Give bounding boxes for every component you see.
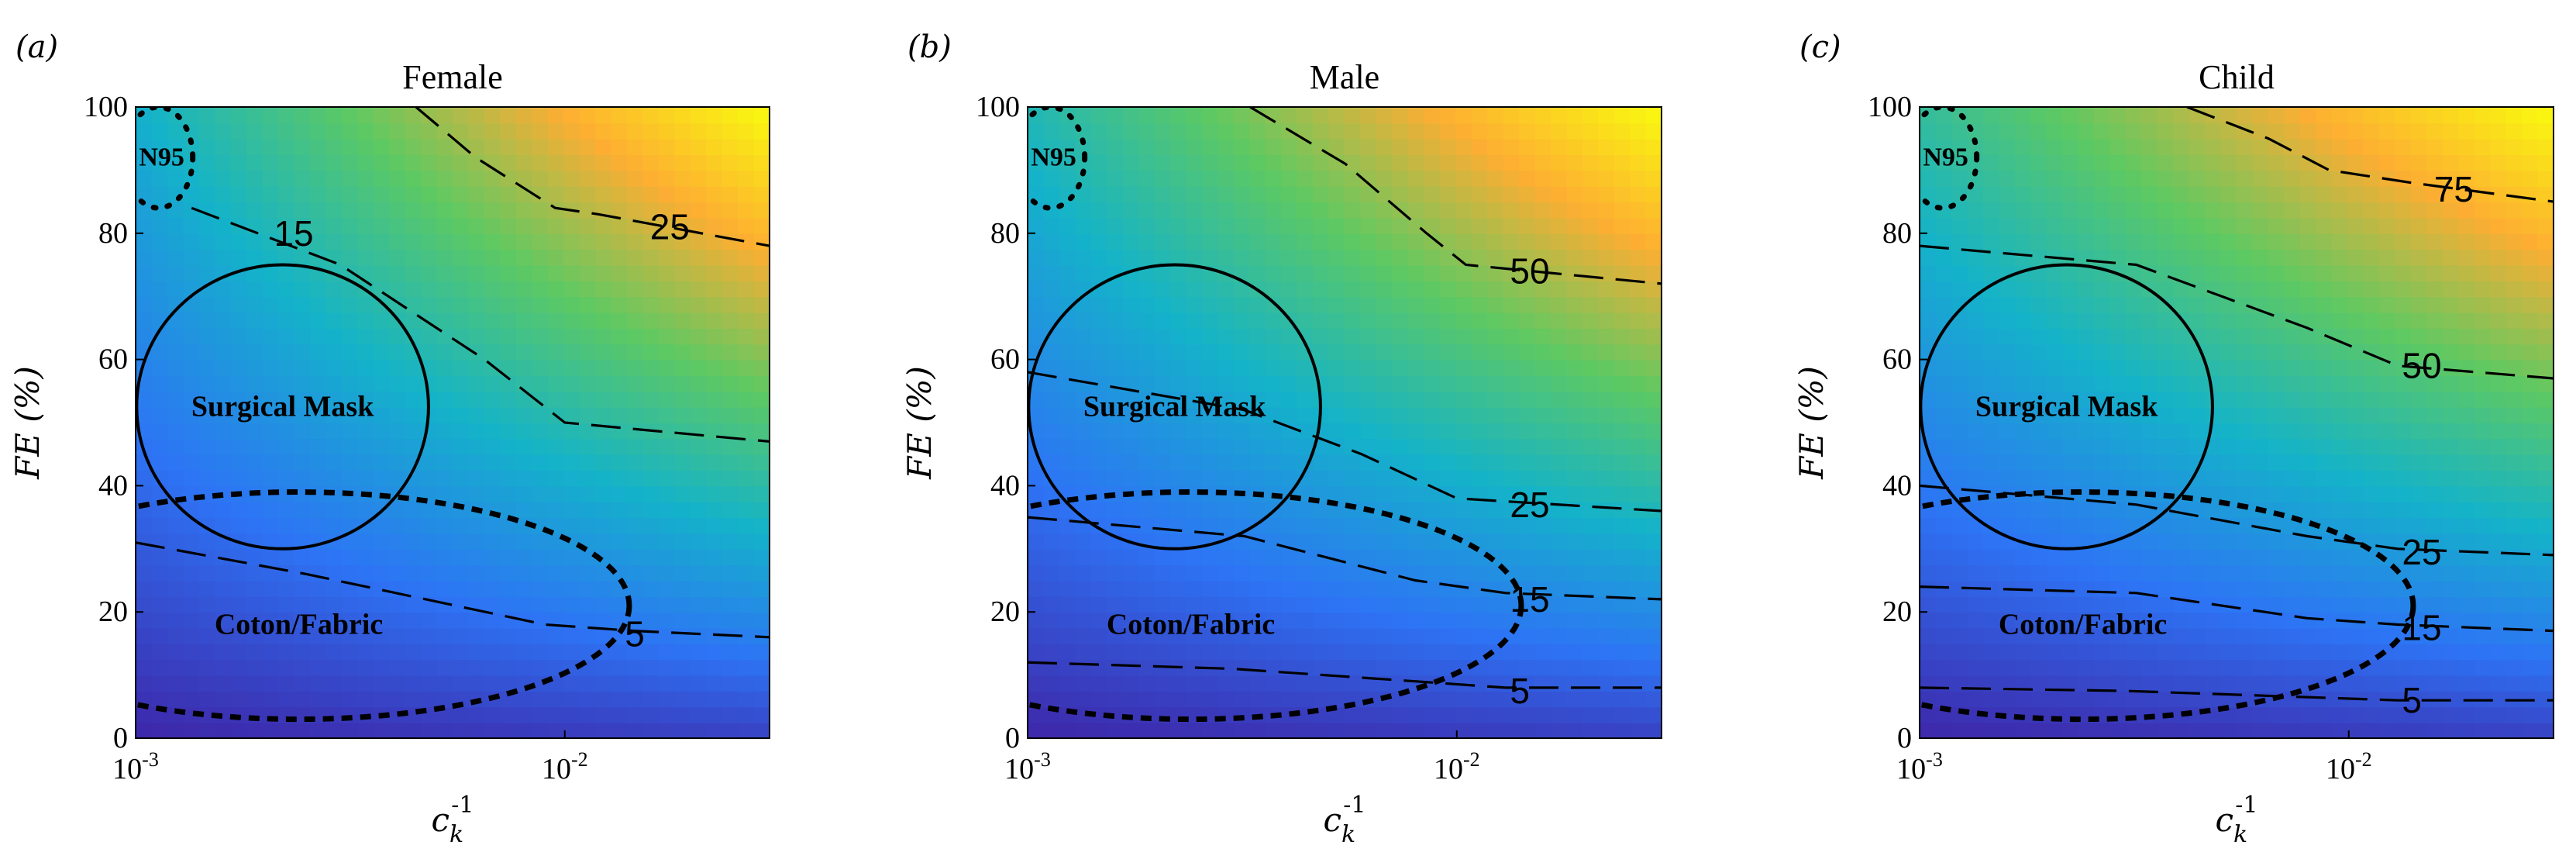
panel-label: (b) xyxy=(907,29,952,65)
contour-label-5: 5 xyxy=(1510,671,1530,711)
x-tick-label: 10-3 xyxy=(1004,748,1051,785)
y-tick-label: 40 xyxy=(1882,469,1912,502)
y-tick-label: 0 xyxy=(1005,722,1020,754)
contour-label-25: 25 xyxy=(2402,532,2441,572)
y-tick-label: 60 xyxy=(98,343,128,376)
region-coton-fabric-outline xyxy=(1028,489,1524,723)
contour-label-5: 5 xyxy=(2402,680,2422,720)
y-tick-label: 100 xyxy=(1868,91,1912,123)
plot-frame xyxy=(1027,106,1662,739)
x-axis-title: ck-1 xyxy=(2216,792,2258,848)
contour-label-15: 15 xyxy=(274,213,313,254)
region-surgical-mask-label: Surgical Mask xyxy=(191,391,374,423)
x-tick-label: 10-2 xyxy=(1434,748,1480,785)
y-tick-label: 100 xyxy=(976,91,1020,123)
contour-surface xyxy=(1920,107,2554,738)
contour-lines xyxy=(136,107,770,639)
panel-male: N95 Surgical Mask Coton/Fabric 5 15 25 50 0 20 40… xyxy=(901,29,1662,848)
panel-label: (c) xyxy=(1799,29,1841,65)
region-coton-fabric-label: Coton/Fabric xyxy=(1107,608,1275,640)
region-coton-fabric-outline xyxy=(1920,489,2416,723)
panel-female: N95 Surgical Mask Coton/Fabric 5 15 25 0 20 40 60… xyxy=(9,29,770,848)
region-n95-label: N95 xyxy=(1923,143,1968,172)
y-tick-label: 60 xyxy=(1882,343,1912,376)
panel-title: Female xyxy=(402,58,503,96)
y-tick-label: 80 xyxy=(990,217,1020,250)
y-tick-label: 20 xyxy=(990,595,1020,628)
region-n95-label: N95 xyxy=(139,143,184,172)
plot-frame xyxy=(1919,106,2554,739)
region-surgical-mask-outline xyxy=(136,263,430,551)
contour-line-5 xyxy=(1920,686,2554,702)
contour-line-5 xyxy=(136,541,770,639)
y-tick-label: 20 xyxy=(98,595,128,628)
contour-lines xyxy=(1920,107,2554,702)
y-tick-label: 60 xyxy=(990,343,1020,376)
region-coton-fabric-outline xyxy=(136,489,632,723)
region-surgical-mask-label: Surgical Mask xyxy=(1975,391,2158,423)
contour-line-50 xyxy=(1920,244,2554,380)
y-tick-label: 100 xyxy=(84,91,128,123)
contour-label-75: 75 xyxy=(2434,169,2474,209)
contour-line-25 xyxy=(415,107,770,247)
contour-line-50 xyxy=(1249,107,1662,285)
x-axis-title: ck-1 xyxy=(1324,792,1366,848)
x-tick-label: 10-3 xyxy=(112,748,159,785)
region-coton-fabric-label: Coton/Fabric xyxy=(215,608,383,640)
region-n95-outline xyxy=(1028,107,1088,211)
region-surgical-mask-label: Surgical Mask xyxy=(1083,391,1266,423)
panel-title: Male xyxy=(1310,58,1379,96)
contour-line-5 xyxy=(1028,661,1662,689)
y-tick-label: 40 xyxy=(990,469,1020,502)
panel-label: (a) xyxy=(15,29,58,65)
x-axis-title: ck-1 xyxy=(432,792,474,848)
contour-label-15: 15 xyxy=(1510,579,1549,620)
y-tick-label: 0 xyxy=(1897,722,1912,754)
contour-label-50: 50 xyxy=(2402,346,2441,386)
x-tick-label: 10-3 xyxy=(1896,748,1943,785)
contour-line-25 xyxy=(1920,484,2554,557)
contour-line-15 xyxy=(191,206,770,443)
y-axis-title: FE (%) xyxy=(1793,366,1830,480)
plot-frame xyxy=(135,106,770,739)
contour-label-5: 5 xyxy=(625,614,645,654)
y-tick-label: 20 xyxy=(1882,595,1912,628)
y-tick-label: 40 xyxy=(98,469,128,502)
region-surgical-mask-outline xyxy=(1920,263,2214,551)
contour-label-15: 15 xyxy=(2402,608,2441,648)
panel-title: Child xyxy=(2199,58,2275,96)
contour-line-15 xyxy=(1028,516,1662,601)
contour-line-75 xyxy=(2186,107,2554,203)
contour-lines xyxy=(1028,107,1662,689)
y-tick-label: 0 xyxy=(113,722,128,754)
y-axis-title: FE (%) xyxy=(901,366,938,480)
y-axis-title: FE (%) xyxy=(9,366,46,480)
region-coton-fabric-label: Coton/Fabric xyxy=(1999,608,2167,640)
region-n95-outline xyxy=(136,107,196,211)
x-tick-label: 10-2 xyxy=(2326,748,2372,785)
x-tick-label: 10-2 xyxy=(542,748,588,785)
contour-label-50: 50 xyxy=(1510,251,1549,292)
region-n95-label: N95 xyxy=(1031,143,1076,172)
contour-label-25: 25 xyxy=(1510,485,1549,525)
contour-label-25: 25 xyxy=(650,207,690,247)
contour-line-15 xyxy=(1920,585,2554,633)
panel-child: N95 Surgical Mask Coton/Fabric 5 15 25 50 75 0 20… xyxy=(1793,29,2554,848)
region-surgical-mask-outline xyxy=(1028,263,1322,551)
y-tick-label: 80 xyxy=(1882,217,1912,250)
region-n95-outline xyxy=(1920,107,1980,211)
y-tick-label: 80 xyxy=(98,217,128,250)
contour-line-25 xyxy=(1028,371,1662,513)
